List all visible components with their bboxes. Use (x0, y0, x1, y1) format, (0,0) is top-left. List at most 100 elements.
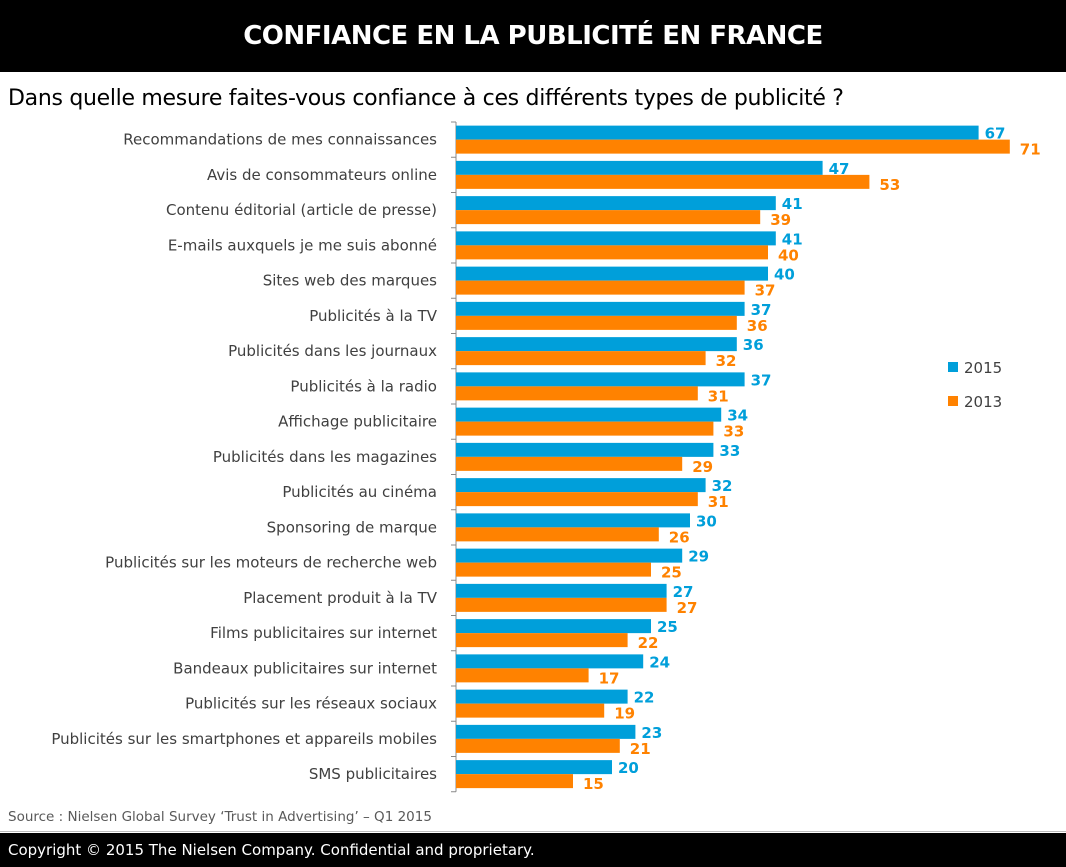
data-label-2013: 39 (770, 211, 791, 229)
data-label-2015: 32 (712, 477, 733, 495)
bar-2015 (456, 125, 979, 140)
data-label-2013: 22 (638, 634, 659, 652)
bar-2015 (456, 689, 628, 704)
data-label-2013: 29 (692, 458, 713, 476)
data-label-2013: 19 (614, 705, 635, 723)
bar-2013 (456, 633, 628, 648)
data-label-2013: 26 (669, 528, 690, 546)
data-label-2013: 33 (723, 423, 744, 441)
category-label: Publicités sur les réseaux sociaux (185, 695, 437, 713)
divider (0, 831, 1066, 832)
category-label: Placement produit à la TV (243, 589, 438, 607)
bar-2013 (456, 774, 573, 789)
data-label-2013: 36 (747, 317, 768, 335)
bar-2015 (456, 654, 644, 669)
legend-label-2013: 2013 (964, 393, 1002, 411)
category-label: Recommandations de mes connaissances (123, 131, 437, 149)
data-label-2015: 41 (782, 230, 803, 248)
bar-2013 (456, 421, 714, 436)
bar-2015 (456, 442, 714, 457)
bar-2013 (456, 668, 589, 683)
data-label-2015: 24 (649, 653, 670, 671)
legend-label-2015: 2015 (964, 359, 1002, 377)
data-label-2013: 37 (755, 282, 776, 300)
data-label-2015: 27 (673, 583, 694, 601)
data-label-2013: 32 (716, 352, 737, 370)
data-label-2015: 67 (985, 125, 1006, 143)
data-label-2015: 30 (696, 512, 717, 530)
legend-swatch-2015 (948, 362, 958, 372)
bar-2013 (456, 245, 768, 260)
data-label-2013: 21 (630, 740, 651, 758)
bar-2013 (456, 738, 620, 753)
bar-2013 (456, 351, 706, 366)
bar-2015 (456, 548, 683, 563)
footer: Copyright © 2015 The Nielsen Company. Co… (0, 833, 1066, 867)
bar-2013 (456, 562, 651, 577)
category-label: Publicités à la TV (309, 307, 438, 325)
bar-2013 (456, 139, 1010, 154)
data-label-2015: 20 (618, 759, 639, 777)
title-bar: CONFIANCE EN LA PUBLICITÉ EN FRANCE (0, 0, 1066, 72)
category-label: SMS publicitaires (309, 765, 437, 783)
data-label-2015: 34 (727, 407, 748, 425)
category-label: Publicités dans les magazines (213, 448, 437, 466)
data-label-2015: 23 (641, 724, 662, 742)
category-label: Sponsoring de marque (267, 518, 437, 536)
bar-2015 (456, 760, 612, 775)
data-label-2015: 22 (634, 689, 655, 707)
bar-2013 (456, 386, 698, 401)
category-label: Avis de consommateurs online (207, 166, 437, 184)
data-label-2015: 37 (751, 301, 772, 319)
chart-title: Dans quelle mesure faites-vous confiance… (8, 86, 844, 111)
data-label-2013: 53 (879, 176, 900, 194)
bar-2015 (456, 337, 737, 352)
category-label: Films publicitaires sur internet (210, 624, 437, 642)
bar-2015 (456, 231, 776, 246)
bar-2015 (456, 513, 690, 528)
bar-2015 (456, 407, 722, 422)
category-label: Publicités au cinéma (282, 483, 437, 501)
category-label: Sites web des marques (263, 272, 437, 290)
category-label: Affichage publicitaire (278, 413, 437, 431)
bar-2015 (456, 724, 636, 739)
bar-2013 (456, 527, 659, 542)
bar-2015 (456, 583, 667, 598)
bar-2013 (456, 456, 683, 471)
data-label-2015: 33 (719, 442, 740, 460)
data-label-2015: 47 (829, 160, 850, 178)
data-label-2013: 31 (708, 493, 729, 511)
bar-2015 (456, 372, 745, 387)
category-label: Publicités sur les moteurs de recherche … (105, 554, 437, 572)
bar-2015 (456, 160, 823, 175)
data-label-2015: 37 (751, 371, 772, 389)
bar-2013 (456, 174, 870, 189)
page-title: CONFIANCE EN LA PUBLICITÉ EN FRANCE (243, 21, 823, 51)
category-label: Publicités sur les smartphones et appare… (51, 730, 437, 748)
data-label-2015: 41 (782, 195, 803, 213)
data-label-2015: 40 (774, 266, 795, 284)
data-label-2013: 40 (778, 246, 799, 264)
data-label-2013: 27 (677, 599, 698, 617)
legend-swatch-2013 (948, 396, 958, 406)
copyright: Copyright © 2015 The Nielsen Company. Co… (8, 841, 535, 859)
category-label: Publicités dans les journaux (228, 342, 437, 360)
bar-2013 (456, 492, 698, 507)
bar-2013 (456, 703, 605, 718)
data-label-2013: 25 (661, 564, 682, 582)
bar-2015 (456, 266, 768, 281)
data-label-2015: 36 (743, 336, 764, 354)
bar-2013 (456, 280, 745, 295)
bar-2015 (456, 619, 651, 634)
data-label-2013: 71 (1020, 141, 1041, 159)
bar-2013 (456, 315, 737, 330)
bar-2013 (456, 597, 667, 612)
category-label: Bandeaux publicitaires sur internet (173, 659, 437, 677)
data-label-2015: 29 (688, 548, 709, 566)
bar-2015 (456, 196, 776, 211)
bar-2015 (456, 301, 745, 316)
bar-2013 (456, 210, 761, 225)
category-label: Contenu éditorial (article de presse) (166, 201, 437, 219)
data-label-2013: 17 (599, 669, 620, 687)
